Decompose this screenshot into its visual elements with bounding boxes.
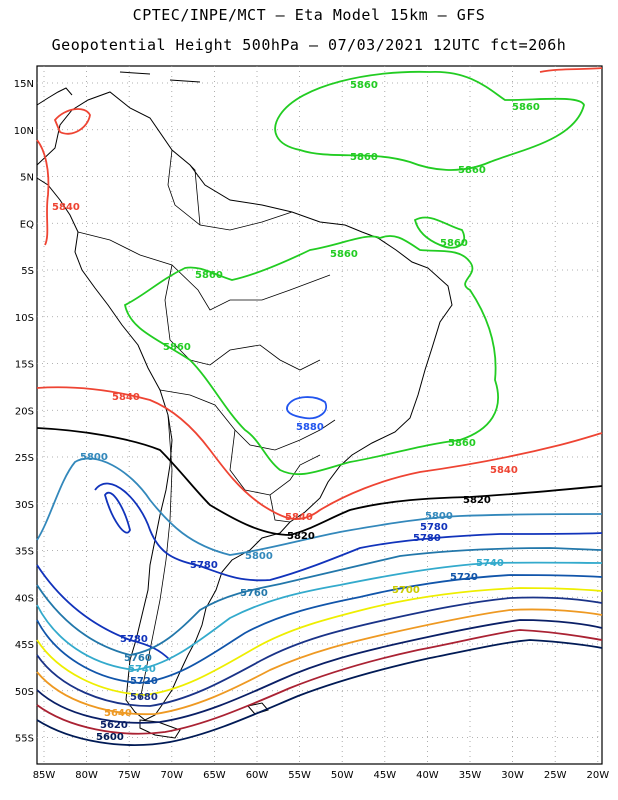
coastline [36,71,453,739]
lat-tick-label: 50S [15,687,34,698]
contour-5780-inner [104,491,131,534]
lon-tick-label: 50W [331,770,354,781]
contour-label: 5720 [450,572,478,583]
lon-tick-label: 30W [501,770,524,781]
lat-tick-label: 5N [20,173,34,184]
contour-5840-ne [539,67,603,73]
lat-tick-label: 10S [15,313,34,324]
contour-5680 [36,596,603,707]
contour-label: 5840 [52,202,80,213]
contour-5780-west [36,564,171,661]
contour-label: 5780 [190,560,218,571]
contour-5720 [36,574,603,684]
contour-label: 5840 [490,465,518,476]
contour-label: 5860 [350,152,378,163]
contour-label: 5880 [296,422,324,433]
contour-label: 5860 [448,438,476,449]
contour-5740 [36,561,603,671]
contour-5800 [36,457,603,556]
contour-5880 [286,396,328,420]
contour-label: 5860 [330,249,358,260]
contour-label: 5860 [163,342,191,353]
south-america-coast [36,91,453,721]
lon-tick-label: 80W [75,770,98,781]
lat-tick-label: 15S [15,360,34,371]
contour-label: 5860 [512,102,540,113]
axis-ticks: 15N 10N 5N EQ 5S 10S 15S 20S 25S 30S 35S 40S 45S 50S 5… [14,79,609,781]
contour-label: 5740 [128,664,156,675]
map-subtitle: Geopotential Height 500hPa – 07/03/2021 … [51,36,567,54]
contour-5760 [36,547,603,656]
contour-5860-main [123,235,499,476]
contour-labels: 5860 5860 5860 5860 5860 5860 5860 5860 … [52,80,540,743]
lat-tick-label: EQ [20,219,34,230]
contour-5860-ne [413,216,465,249]
contour-label: 5640 [104,708,132,719]
contour-label: 5740 [476,558,504,569]
lat-tick-label: 40S [15,593,34,604]
lon-tick-label: 75W [118,770,141,781]
lon-tick-label: 45W [373,770,396,781]
contour-label: 5860 [350,80,378,91]
contour-label: 5760 [240,588,268,599]
contour-label: 5780 [420,522,448,533]
contour-5600 [36,639,603,746]
contour-label: 5860 [440,238,468,249]
caribbean-islands [119,71,201,83]
contour-label: 5820 [463,495,491,506]
contour-5780-loop [94,482,603,582]
contour-5660 [36,608,603,716]
contour-5700 [36,587,603,696]
contour-5620 [36,629,603,735]
lat-tick-label: 35S [15,547,34,558]
contour-label: 5620 [100,720,128,731]
contour-5860-north [274,70,585,171]
contour-label: 5720 [130,676,158,687]
contour-5640 [36,619,603,724]
contour-label: 5860 [458,165,486,176]
contour-5840-mid [36,386,603,520]
contour-label: 5700 [392,585,420,596]
contour-label: 5600 [96,732,124,743]
contour-label: 5780 [413,533,441,544]
lon-tick-label: 40W [416,770,439,781]
contour-label: 5840 [285,512,313,523]
contour-label: 5820 [287,531,315,542]
lat-tick-label: 20S [15,406,34,417]
lat-tick-label: 5S [21,266,34,277]
contour-label: 5800 [245,551,273,562]
lat-tick-label: 30S [15,500,34,511]
lon-tick-label: 70W [160,770,183,781]
contour-5840-north [36,139,50,246]
contour-5820 [36,427,603,536]
contour-label: 5800 [80,452,108,463]
lat-tick-label: 10N [14,126,34,137]
contour-label: 5760 [124,653,152,664]
contour-label: 5840 [112,392,140,403]
lon-tick-label: 60W [246,770,269,781]
country-borders [77,149,336,701]
lon-tick-label: 20W [586,770,609,781]
lat-tick-label: 55S [15,734,34,745]
contour-label: 5680 [130,692,158,703]
contour-label: 5860 [195,270,223,281]
lat-tick-label: 25S [15,453,34,464]
map-title: CPTEC/INPE/MCT – Eta Model 15km – GFS [132,6,486,24]
central-america [36,87,73,106]
contour-label: 5780 [120,634,148,645]
lon-tick-label: 35W [459,770,482,781]
lon-tick-label: 65W [203,770,226,781]
grid-lines [37,66,602,764]
contour-5840-carib [53,108,91,135]
lon-tick-label: 85W [33,770,56,781]
contour-lines [36,67,603,746]
lon-tick-label: 55W [288,770,311,781]
lon-tick-label: 25W [544,770,567,781]
lat-tick-label: 45S [15,640,34,651]
lat-tick-label: 15N [14,79,34,90]
contour-label: 5800 [425,511,453,522]
falkland-islands [247,702,269,715]
